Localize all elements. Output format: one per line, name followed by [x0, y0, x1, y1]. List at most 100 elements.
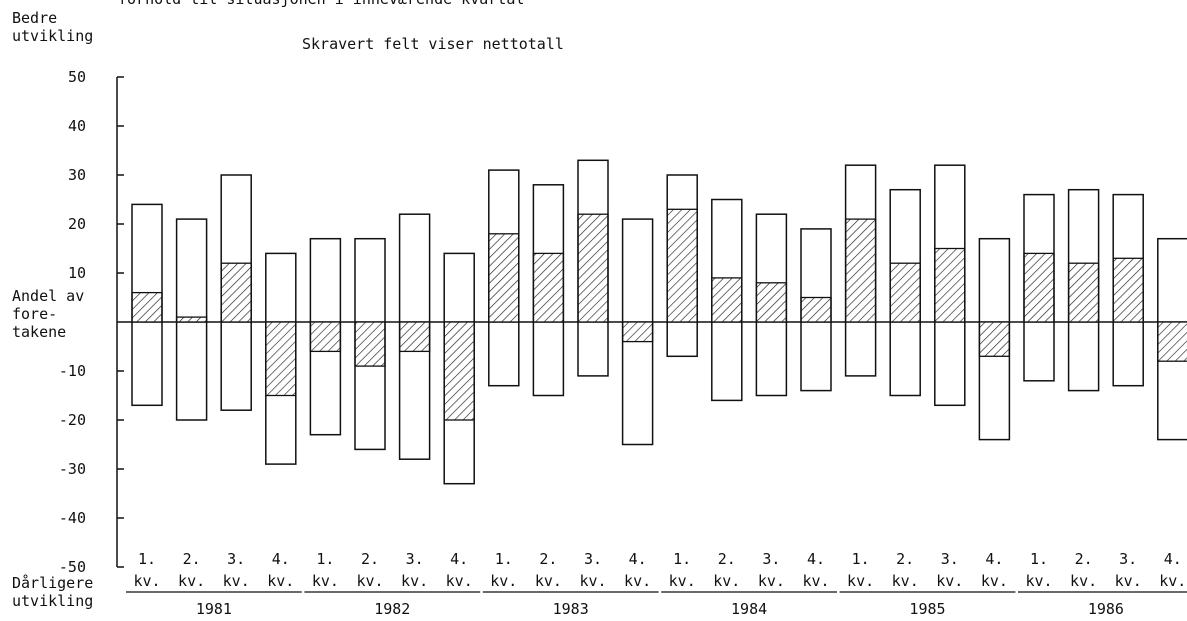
bar-range [711, 198, 743, 402]
bar-net [889, 262, 921, 323]
quarter-number: 3. [583, 550, 603, 568]
bar-net [175, 316, 208, 323]
quarter-label: kv. [1070, 572, 1098, 590]
bar-net [354, 321, 386, 367]
quarter-number: 1. [1029, 550, 1049, 568]
bar-net [443, 321, 475, 421]
quarter-number: 4. [450, 550, 469, 568]
quarter-label: kv. [891, 572, 919, 590]
bar-range [621, 218, 654, 446]
quarter-label: kv. [936, 572, 964, 590]
year-label: 1984 [731, 600, 768, 618]
bar-range [889, 188, 921, 397]
quarter-number: 2. [539, 550, 558, 568]
year-label: 1985 [909, 600, 946, 618]
quarter-number: 3. [227, 550, 246, 568]
quarter-label: kv. [713, 572, 741, 590]
bar-range [978, 237, 1011, 441]
y-tick-label: 50 [67, 68, 86, 86]
y-tick-label: -40 [58, 509, 86, 527]
bar-net [666, 208, 698, 323]
header-text: forhold til situasjonen i inneværende kv… [118, 0, 524, 8]
quarter-label: kv. [668, 572, 696, 590]
quarter-label: kv. [579, 572, 607, 590]
bar-net [1067, 262, 1100, 323]
bar-range [577, 159, 609, 377]
quarter-label: kv. [356, 572, 384, 590]
quarter-number: 2. [717, 550, 736, 568]
quarter-number: 1. [851, 550, 870, 568]
bar-range [755, 213, 788, 397]
bar-range [398, 213, 431, 460]
quarter-label: kv. [401, 572, 429, 590]
bar-range [488, 169, 520, 387]
bar-range [131, 203, 163, 407]
top-axis-label: Bedre utvikling [12, 9, 94, 45]
quarter-number: 3. [1119, 550, 1138, 568]
y-tick-label: -30 [58, 460, 86, 478]
share-axis-label: Andel av fore- takene [12, 287, 85, 341]
y-tick-label: 30 [67, 166, 86, 184]
bar-net [398, 321, 431, 353]
bar-range [1023, 193, 1055, 382]
quarter-number: 4. [1163, 550, 1182, 568]
quarter-number: 2. [182, 550, 201, 568]
quarter-label: kv. [624, 572, 652, 590]
quarter-label: kv. [1114, 572, 1142, 590]
bar-net [800, 296, 832, 323]
bar-net [1112, 257, 1144, 323]
quarter-number: 4. [985, 550, 1004, 568]
quarter-number: 2. [896, 550, 915, 568]
bar-net [934, 247, 966, 323]
bar-range [844, 164, 877, 377]
quarter-label: kv. [267, 572, 295, 590]
bar-range [1157, 237, 1187, 441]
bar-net [1157, 321, 1187, 362]
bar-range [532, 184, 565, 397]
bar-net [711, 277, 743, 323]
quarter-number: 1. [137, 550, 157, 568]
bar-range [309, 237, 342, 436]
bar-net [488, 233, 520, 323]
bar-net [621, 321, 654, 343]
quarter-number: 3. [405, 550, 424, 568]
bar-net [755, 282, 788, 323]
quarter-label: kv. [490, 572, 518, 590]
quarter-label: kv. [1159, 572, 1187, 590]
quarter-label: kv. [1025, 572, 1053, 590]
y-tick-label: -10 [58, 362, 86, 380]
y-tick-label: -20 [58, 411, 86, 429]
y-tick-label: 10 [67, 264, 86, 282]
bar-net [309, 321, 342, 353]
year-label: 1986 [1087, 600, 1124, 618]
quarter-number: 4. [628, 550, 647, 568]
bar-range [265, 252, 297, 465]
year-label: 1982 [374, 600, 411, 618]
bar-range [1112, 193, 1144, 387]
bar-net [220, 262, 252, 323]
quarter-label: kv. [847, 572, 875, 590]
quarter-label: kv. [178, 572, 206, 590]
bar-net [532, 252, 565, 323]
bar-range [1067, 188, 1100, 392]
y-tick-label: 40 [67, 117, 86, 135]
y-tick-label: 20 [67, 215, 86, 233]
quarter-number: 3. [940, 550, 959, 568]
bar-range [666, 174, 698, 358]
hatch-note: Skravert felt viser nettotall [302, 35, 564, 53]
quarter-label: kv. [534, 572, 562, 590]
quarter-number: 1. [494, 550, 513, 568]
quarter-label: kv. [445, 572, 473, 590]
quarter-label: kv. [222, 572, 250, 590]
bar-net [131, 291, 163, 323]
bar-range [443, 252, 475, 485]
quarter-label: kv. [757, 572, 785, 590]
quarter-number: 2. [1074, 550, 1093, 568]
year-label: 1983 [552, 600, 589, 618]
bar-net [844, 218, 877, 323]
quarter-number: 2. [360, 550, 380, 568]
quarter-label: kv. [980, 572, 1008, 590]
quarter-label: kv. [311, 572, 339, 590]
quarter-number: 1. [673, 550, 692, 568]
quarter-number: 4. [271, 550, 290, 568]
